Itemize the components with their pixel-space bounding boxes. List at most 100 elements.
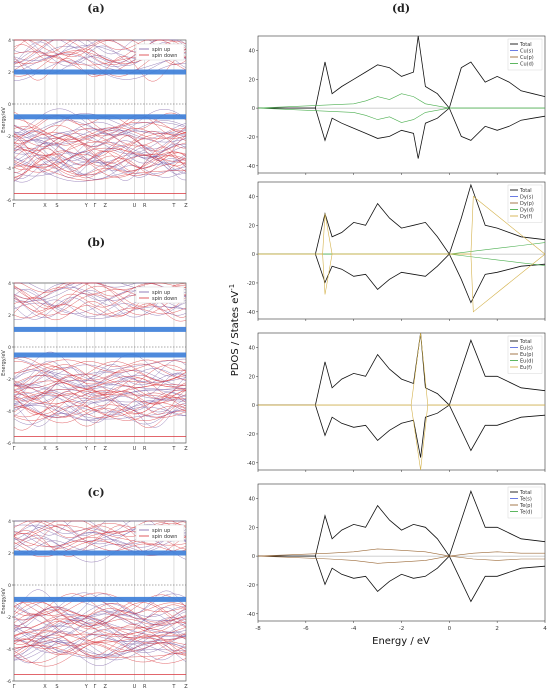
band-kpoint-label: Z	[103, 203, 107, 209]
legend-label-spin-down: spin down	[152, 534, 177, 540]
band-line-spin-up	[13, 161, 187, 177]
pdos-ytick-label: 20	[249, 77, 255, 83]
band-line-spin-up	[13, 139, 187, 162]
pdos-legend-label: Total	[519, 188, 532, 194]
band-line-spin-down	[13, 293, 187, 312]
pdos-xtick-label: 0	[448, 626, 452, 632]
flat-band	[14, 550, 186, 556]
band-ytick-label: 4	[8, 519, 11, 525]
band-line-spin-up	[13, 364, 187, 387]
band-kpoint-label: Γ	[13, 203, 16, 209]
band-line-spin-down	[13, 609, 187, 630]
band-line-spin-down	[13, 294, 187, 316]
legend-label-spin-up: spin up	[152, 290, 170, 296]
band-kpoint-label: R	[143, 203, 147, 209]
pdos-ylabel: PDOS / States eV-1	[228, 284, 241, 377]
band-line-spin-up	[13, 539, 187, 555]
band-kpoint-label: Y	[84, 446, 89, 452]
flat-band	[14, 114, 186, 120]
band-panel-2	[12, 520, 187, 682]
band-kpoint-label: U	[133, 203, 137, 209]
band-line-spin-down	[13, 390, 187, 404]
band-ytick-label: 2	[8, 551, 11, 557]
pdos-ytick-label: -20	[247, 583, 255, 589]
band-kpoint-label: Z	[103, 684, 107, 690]
pdos-panel-2	[256, 332, 546, 472]
band-line-spin-down	[13, 357, 187, 372]
band-line-spin-down	[13, 373, 187, 389]
panel-label-a: (a)	[87, 2, 105, 15]
band-line-spin-up	[13, 611, 187, 630]
band-line-spin-down	[13, 626, 187, 649]
pdos-ytick-label: 40	[249, 48, 255, 54]
band-line-spin-up	[13, 383, 187, 400]
band-ytick-label: 4	[8, 281, 11, 287]
band-line-spin-down	[13, 391, 187, 418]
pdos-ytick-label: -40	[247, 310, 255, 316]
pdos-line-Cud-up	[257, 93, 545, 109]
pdos-legend-label: Eu(f)	[520, 365, 532, 371]
band-line-spin-up	[13, 155, 187, 176]
band-line-spin-up	[13, 302, 187, 319]
band-kpoint-label: Γ	[93, 446, 96, 452]
pdos-ytick-label: 40	[249, 345, 255, 351]
band-line-spin-down	[13, 359, 187, 373]
band-line-spin-down	[13, 604, 187, 621]
band-line-spin-up	[13, 394, 187, 413]
pdos-axes-frame	[257, 483, 546, 622]
band-line-spin-down	[13, 115, 187, 138]
pdos-ytick-label: 20	[249, 525, 255, 531]
pdos-legend-label: Total	[519, 339, 532, 345]
band-ytick-label: -2	[7, 615, 12, 621]
pdos-legend-label: Eu(d)	[520, 359, 533, 365]
band-line-spin-up	[13, 631, 187, 657]
band-line-spin-down	[13, 301, 187, 322]
legend-label-spin-down: spin down	[152, 296, 177, 302]
band-line-spin-up	[13, 129, 187, 154]
pdos-line-Tep-down	[257, 555, 545, 564]
band-kpoint-label: R	[143, 684, 147, 690]
pdos-line-Total-up	[258, 490, 546, 557]
band-line-spin-down	[13, 520, 187, 534]
pdos-ytick-label: -40	[247, 612, 255, 618]
band-line-spin-up	[13, 402, 187, 428]
pdos-xtick-label: 2	[495, 626, 499, 632]
pdos-ytick-label: -20	[247, 432, 255, 438]
band-line-spin-down	[14, 282, 187, 293]
band-line-spin-down	[13, 392, 187, 419]
band-legend-box	[135, 286, 185, 304]
band-line-spin-down	[13, 154, 187, 173]
band-line-spin-up	[13, 161, 187, 183]
band-line-spin-up	[13, 633, 187, 654]
band-ytick-label: 2	[8, 70, 11, 76]
band-line-spin-down	[13, 631, 187, 656]
band-kpoint-label: Z	[184, 203, 188, 209]
band-kpoint-label: T	[171, 684, 176, 690]
band-line-spin-down	[13, 55, 187, 82]
band-ytick-label: -4	[7, 166, 12, 172]
flat-band	[14, 596, 186, 602]
band-ytick-label: -6	[7, 441, 12, 447]
band-kpoint-label: X	[43, 446, 47, 452]
band-line-spin-down	[13, 602, 187, 630]
band-line-spin-down	[13, 127, 186, 147]
band-ytick-label: -2	[7, 377, 12, 383]
pdos-legend-label: Dy(d)	[520, 208, 534, 214]
band-line-spin-down	[13, 406, 186, 424]
pdos-legend-label: Cu(d)	[520, 62, 534, 68]
pdos-panel-0	[256, 35, 546, 175]
band-line-spin-up	[13, 405, 187, 421]
flat-band	[14, 352, 186, 358]
pdos-legend-label: Total	[519, 490, 532, 496]
pdos-axes-frame	[257, 332, 546, 471]
band-line-spin-up	[13, 120, 187, 136]
band-ytick-label: 0	[8, 583, 11, 589]
pdos-legend-label: Eu(s)	[520, 346, 533, 352]
band-ylabel: Energy/eV	[1, 350, 7, 376]
band-line-spin-down	[13, 163, 187, 179]
pdos-legend-label: Cu(p)	[520, 55, 534, 61]
band-line-spin-up	[13, 130, 187, 151]
band-ylabel: Energy/eV	[1, 107, 7, 133]
flat-band	[14, 326, 186, 332]
